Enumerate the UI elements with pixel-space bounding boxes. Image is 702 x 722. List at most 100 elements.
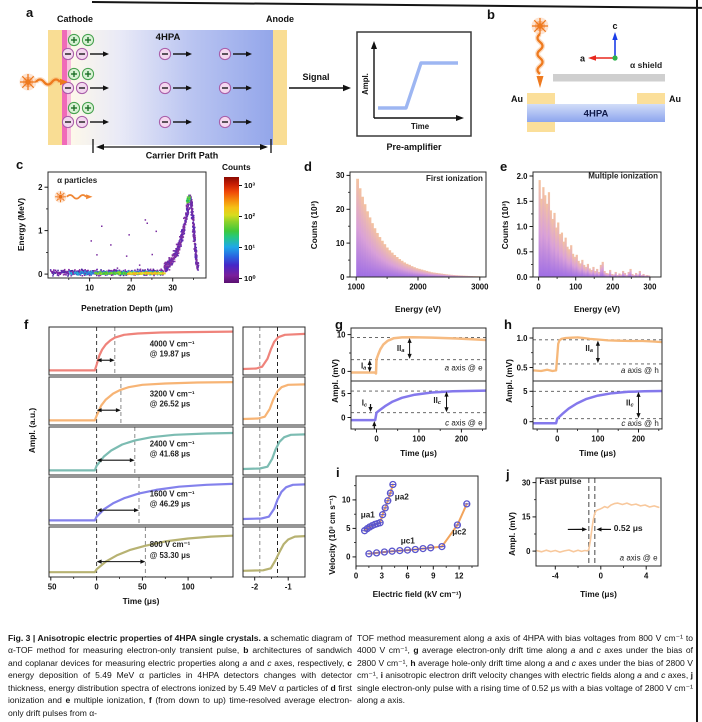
svg-text:30: 30 — [522, 478, 531, 487]
signal-arrow — [289, 84, 351, 92]
panel-f-inset-800: -2 -1 — [242, 525, 306, 612]
svg-text:IIc: IIc — [626, 398, 634, 408]
svg-text:@ 46.29 μs: @ 46.29 μs — [150, 500, 191, 509]
svg-text:800 V cm⁻¹: 800 V cm⁻¹ — [150, 540, 191, 549]
panel-i-ylabel: Velocity (10³ cm s⁻¹) — [327, 495, 337, 575]
svg-text:0: 0 — [536, 283, 541, 292]
svg-text:0.0: 0.0 — [517, 273, 529, 282]
svg-text:-1: -1 — [285, 583, 293, 592]
preamp-ampl-label: Ampl. — [361, 73, 370, 95]
svg-text:15: 15 — [522, 513, 531, 522]
svg-text:Time (μs): Time (μs) — [400, 448, 437, 458]
svg-text:@ 19.87 μs: @ 19.87 μs — [150, 350, 191, 359]
svg-text:@ 53.30 μs: @ 53.30 μs — [150, 551, 191, 560]
svg-text:0: 0 — [523, 418, 528, 427]
crystal-axes-icon: a c — [580, 21, 618, 64]
svg-text:0: 0 — [599, 572, 604, 581]
drift-path-label: Carrier Drift Path — [146, 151, 219, 161]
colorbar-tick: 10⁰ — [239, 274, 256, 283]
svg-text:0: 0 — [340, 273, 345, 282]
alpha-particle-icon — [19, 73, 68, 91]
svg-text:5: 5 — [523, 387, 528, 396]
svg-text:30: 30 — [336, 171, 345, 180]
svg-text:10: 10 — [342, 496, 351, 505]
svg-text:Time (μs): Time (μs) — [123, 596, 160, 606]
c-axis-label: c — [612, 21, 617, 31]
svg-text:0: 0 — [526, 547, 531, 556]
svg-text:0: 0 — [94, 583, 99, 592]
crystal-bar-label: 4HPA — [584, 109, 609, 120]
svg-text:3: 3 — [380, 572, 385, 581]
svg-text:6: 6 — [405, 572, 410, 581]
svg-text:@ 26.52 μs: @ 26.52 μs — [150, 400, 191, 409]
panel-j-chart: 0.52 μs Fast pulse a axis @ e -4 0 4 0 15 30 Time… — [504, 470, 671, 605]
charge-carriers — [61, 33, 252, 129]
figure-caption-right: TOF method measurement along a axis of 4… — [357, 633, 694, 706]
drift-path-annotation — [92, 139, 272, 153]
svg-text:Multiple ionization: Multiple ionization — [588, 172, 658, 181]
panel-label-f: f — [24, 317, 29, 332]
svg-text:-50: -50 — [48, 583, 57, 592]
svg-text:a axis @ e: a axis @ e — [445, 364, 483, 373]
svg-text:3000: 3000 — [471, 283, 489, 292]
alpha-shield-bar — [553, 74, 665, 82]
panel-h-a-axis-chart: IIa a axis @ h 0.5 1.0 — [500, 323, 668, 387]
panel-i-chart: μa1 μa2 μc1 μc2 0 3 6 9 12 0 5 10 Electric field (kV… — [330, 470, 486, 605]
svg-text:12: 12 — [455, 572, 464, 581]
svg-text:100: 100 — [182, 583, 196, 592]
svg-text:Time (μs): Time (μs) — [579, 448, 616, 458]
svg-text:5: 5 — [346, 524, 351, 533]
panel-c-chart: α particles 10 20 30 0 1 2 Penetration Depth (μ… — [8, 158, 212, 319]
cathode-label: Cathode — [57, 14, 93, 24]
colorbar-tick: 10¹ — [239, 243, 255, 252]
svg-text:Energy (eV): Energy (eV) — [395, 304, 441, 314]
page-border-right — [696, 0, 698, 722]
svg-text:0: 0 — [341, 367, 346, 376]
au-contact-right — [637, 93, 665, 104]
panel-b-schematic: a c α shield Au Au 4HPA — [480, 6, 696, 161]
svg-text:2400 V cm⁻¹: 2400 V cm⁻¹ — [150, 439, 195, 448]
svg-text:Penetration Depth (μm): Penetration Depth (μm) — [81, 303, 173, 313]
panel-g-a-axis-chart: Ia IIa a axis @ e 0 10 — [329, 323, 492, 387]
svg-text:100: 100 — [591, 435, 605, 444]
svg-text:100: 100 — [412, 435, 426, 444]
au-contact-bottom — [527, 122, 555, 132]
svg-text:IIc: IIc — [433, 396, 441, 406]
panel-f-ylabel: Ampl. (a.u.) — [27, 407, 37, 454]
svg-text:20: 20 — [127, 284, 136, 293]
panel-label-g: g — [335, 317, 343, 332]
panel-f-pulse-800: 800 V cm⁻¹ @ 53.30 μs -50 0 50 100 Time (μs) — [45, 525, 234, 612]
svg-text:a axis @ h: a axis @ h — [621, 366, 659, 375]
preamplifier-label: Pre-amplifier — [386, 142, 442, 152]
svg-text:30: 30 — [168, 284, 177, 293]
panel-g-c-axis-chart: Ic IIc c axis @ e 0 100 200 0 5 Time (μs) — [329, 380, 492, 464]
svg-text:1.0: 1.0 — [517, 222, 529, 231]
svg-text:μc1: μc1 — [401, 537, 416, 546]
panel-e-ylabel: Counts (10³) — [500, 200, 510, 250]
panel-f-pulse-1600: 1600 V cm⁻¹ @ 46.29 μs — [48, 475, 234, 532]
svg-text:300: 300 — [643, 283, 657, 292]
panel-h-c-axis-chart: IIc c axis @ h 0 100 200 0 5 Time (μs) — [500, 380, 668, 464]
preamplifier-box: Ampl. Time — [356, 31, 472, 137]
svg-text:a axis @ e: a axis @ e — [620, 554, 658, 563]
panel-j-ylabel: Ampl. (mV) — [507, 512, 517, 556]
panel-h-ylabel: Ampl. (mV) — [504, 359, 514, 403]
alpha-shield-label: α shield — [630, 60, 662, 70]
material-label: 4HPA — [156, 32, 181, 43]
colorbar: Counts 10³ 10² 10¹ 10⁰ — [222, 162, 294, 294]
svg-text:4000 V cm⁻¹: 4000 V cm⁻¹ — [150, 339, 195, 348]
svg-text:10: 10 — [336, 239, 345, 248]
svg-text:0: 0 — [374, 435, 379, 444]
svg-text:@ 41.68 μs: @ 41.68 μs — [150, 450, 191, 459]
svg-text:5: 5 — [341, 389, 346, 398]
svg-text:Energy (eV): Energy (eV) — [574, 304, 620, 314]
svg-text:200: 200 — [455, 435, 469, 444]
au-left-label: Au — [511, 94, 523, 104]
svg-text:2: 2 — [38, 183, 43, 192]
svg-text:Fast pulse: Fast pulse — [539, 476, 581, 486]
svg-text:μa1: μa1 — [361, 511, 376, 520]
svg-text:0: 0 — [354, 572, 359, 581]
figure-caption-left: Fig. 3 | Anisotropic electric properties… — [8, 633, 353, 718]
svg-text:0.52 μs: 0.52 μs — [614, 523, 643, 533]
